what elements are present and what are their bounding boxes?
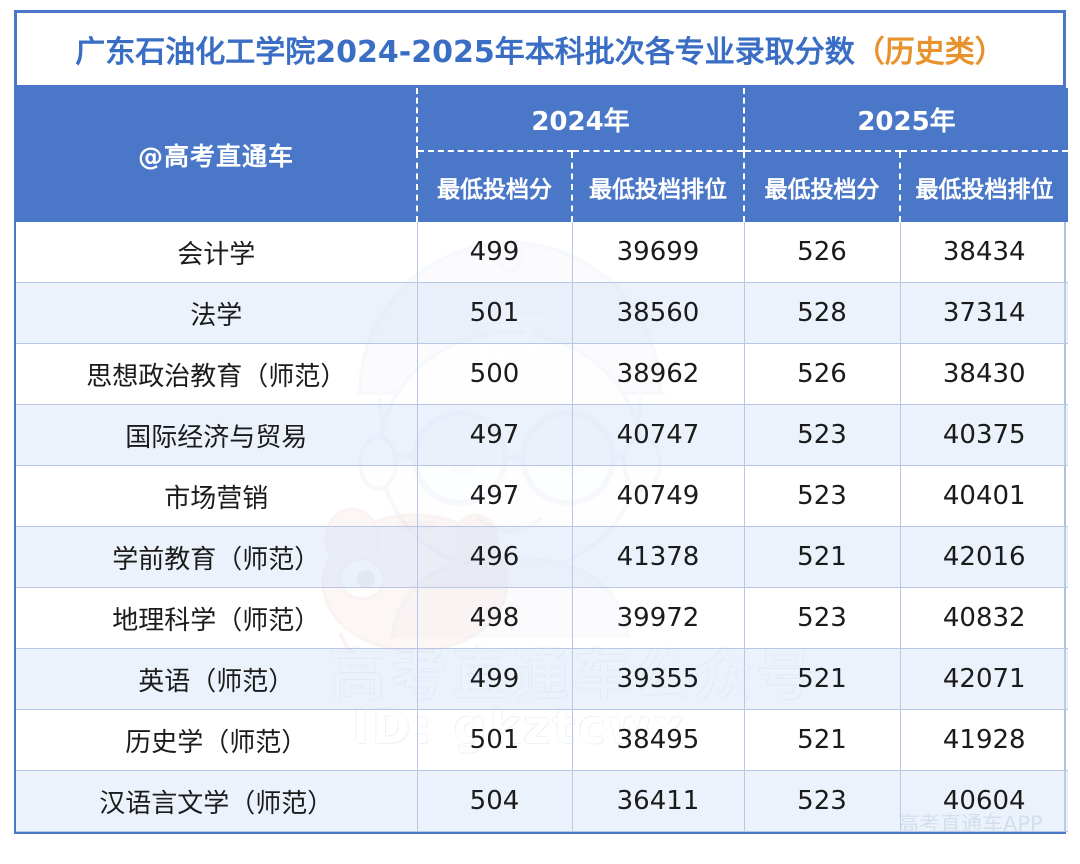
- cell-2024-min-score: 498: [416, 587, 572, 649]
- cell-2025-min-rank: 40401: [899, 465, 1068, 527]
- cell-2025-min-rank: 38430: [899, 343, 1068, 405]
- cell-2024-min-rank: 36411: [571, 770, 744, 832]
- table-frame: @高考直通车 2024年 2025年 最低投档分 最低投档排位 最低投档分 最低…: [14, 88, 1068, 834]
- page-title: 广东石油化工学院2024-2025年本科批次各专业录取分数（历史类）: [14, 10, 1066, 88]
- cell-2024-min-score: 496: [416, 526, 572, 588]
- cell-2024-min-score: 504: [416, 770, 572, 832]
- table-row: 法学 501 38560 528 37314: [16, 282, 1068, 344]
- cell-major: 汉语言文学（师范）: [16, 770, 417, 832]
- cell-2024-min-score: 499: [416, 648, 572, 710]
- page-title-text: 广东石油化工学院2024-2025年本科批次各专业录取分数（历史类）: [75, 27, 1004, 71]
- cell-2024-min-rank: 41378: [571, 526, 744, 588]
- cell-2025-min-score: 523: [743, 587, 900, 649]
- table-row: 思想政治教育（师范） 500 38962 526 38430: [16, 343, 1068, 405]
- cell-2025-min-rank: 40375: [899, 404, 1068, 466]
- cell-2024-min-rank: 39355: [571, 648, 744, 710]
- cell-2024-min-rank: 38560: [571, 282, 744, 344]
- cell-2024-min-score: 499: [416, 222, 572, 283]
- cell-2025-min-rank: 40604: [899, 770, 1068, 832]
- table-row: 地理科学（师范） 498 39972 523 40832: [16, 587, 1068, 649]
- table-row: 市场营销 497 40749 523 40401: [16, 465, 1068, 527]
- cell-major: 国际经济与贸易: [16, 404, 417, 466]
- admission-scores-table: @高考直通车 2024年 2025年 最低投档分 最低投档排位 最低投档分 最低…: [16, 88, 1068, 832]
- header-2025-min-rank: 最低投档排位: [899, 150, 1068, 222]
- cell-2025-min-rank: 42071: [899, 648, 1068, 710]
- cell-2024-min-rank: 40749: [571, 465, 744, 527]
- cell-2025-min-score: 528: [743, 282, 900, 344]
- header-row-metrics: 最低投档分 最低投档排位 最低投档分 最低投档排位: [16, 150, 1068, 222]
- cell-2025-min-rank: 37314: [899, 282, 1068, 344]
- cell-2024-min-rank: 39972: [571, 587, 744, 649]
- score-table-wrapper: 广东石油化工学院2024-2025年本科批次各专业录取分数（历史类） @高考直通…: [14, 10, 1068, 834]
- cell-2024-min-score: 501: [416, 709, 572, 771]
- header-2024-min-rank: 最低投档排位: [571, 150, 744, 222]
- table-header: @高考直通车 2024年 2025年 最低投档分 最低投档排位 最低投档分 最低…: [16, 88, 1068, 222]
- header-year-2024: 2024年: [416, 88, 744, 151]
- cell-2025-min-score: 521: [743, 648, 900, 710]
- header-year-2025: 2025年: [743, 88, 1068, 151]
- cell-major: 地理科学（师范）: [16, 587, 417, 649]
- cell-2025-min-score: 523: [743, 770, 900, 832]
- cell-2025-min-score: 521: [743, 709, 900, 771]
- brand-cell: @高考直通车: [16, 88, 417, 222]
- cell-major: 英语（师范）: [16, 648, 417, 710]
- cell-major: 法学: [16, 282, 417, 344]
- table-row: 国际经济与贸易 497 40747 523 40375: [16, 404, 1068, 466]
- page-title-category: （历史类）: [854, 35, 1005, 70]
- table-row: 汉语言文学（师范） 504 36411 523 40604: [16, 770, 1068, 832]
- cell-2024-min-rank: 40747: [571, 404, 744, 466]
- cell-2024-min-score: 497: [416, 404, 572, 466]
- cell-2025-min-rank: 38434: [899, 222, 1068, 283]
- header-2024-min-score: 最低投档分: [416, 150, 572, 222]
- table-row: 英语（师范） 499 39355 521 42071: [16, 648, 1068, 710]
- cell-2024-min-score: 497: [416, 465, 572, 527]
- cell-2024-min-rank: 39699: [571, 222, 744, 283]
- header-2025-min-score: 最低投档分: [743, 150, 900, 222]
- cell-2024-min-rank: 38962: [571, 343, 744, 405]
- cell-major: 思想政治教育（师范）: [16, 343, 417, 405]
- cell-2025-min-rank: 41928: [899, 709, 1068, 771]
- cell-2024-min-rank: 38495: [571, 709, 744, 771]
- cell-major: 市场营销: [16, 465, 417, 527]
- cell-2025-min-rank: 40832: [899, 587, 1068, 649]
- cell-major: 会计学: [16, 222, 417, 283]
- header-row-year: @高考直通车 2024年 2025年: [16, 88, 1068, 222]
- cell-2024-min-score: 500: [416, 343, 572, 405]
- table-row: 学前教育（师范） 496 41378 521 42016: [16, 526, 1068, 588]
- cell-2025-min-score: 523: [743, 465, 900, 527]
- table-body: 会计学 499 39699 526 38434 法学 501 38560 528 37314 思想政…: [16, 222, 1068, 832]
- cell-2025-min-score: 523: [743, 404, 900, 466]
- table-row: 会计学 499 39699 526 38434: [16, 222, 1068, 283]
- cell-2025-min-score: 521: [743, 526, 900, 588]
- cell-major: 历史学（师范）: [16, 709, 417, 771]
- cell-major: 学前教育（师范）: [16, 526, 417, 588]
- page-title-main: 广东石油化工学院2024-2025年本科批次各专业录取分数: [75, 35, 855, 70]
- cell-2025-min-score: 526: [743, 222, 900, 283]
- cell-2024-min-score: 501: [416, 282, 572, 344]
- table-row: 历史学（师范） 501 38495 521 41928: [16, 709, 1068, 771]
- cell-2025-min-rank: 42016: [899, 526, 1068, 588]
- cell-2025-min-score: 526: [743, 343, 900, 405]
